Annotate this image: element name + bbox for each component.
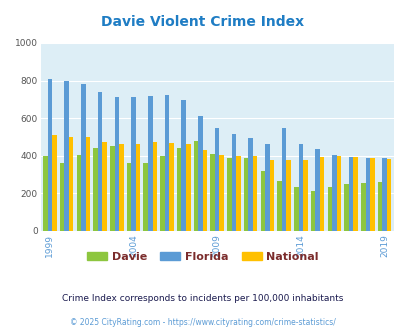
Bar (360, 183, 365, 231)
Bar (319, 157, 324, 231)
Bar (181, 100, 185, 231)
Bar (260, 171, 264, 231)
Bar (143, 163, 148, 231)
Bar (164, 95, 169, 231)
Bar (277, 181, 281, 231)
Bar (286, 159, 290, 231)
Bar (365, 158, 369, 231)
Text: Crime Index corresponds to incidents per 100,000 inhabitants: Crime Index corresponds to incidents per… (62, 294, 343, 303)
Bar (148, 96, 152, 231)
Bar (343, 184, 348, 231)
Bar (293, 187, 298, 231)
Bar (214, 128, 219, 231)
Bar (315, 149, 319, 231)
Bar (152, 142, 157, 231)
Bar (185, 145, 190, 231)
Bar (98, 92, 102, 231)
Bar (76, 155, 81, 231)
Bar (93, 148, 98, 231)
Legend: Davie, Florida, National: Davie, Florida, National (83, 248, 322, 267)
Bar (327, 187, 331, 231)
Bar (177, 148, 181, 231)
Bar (102, 142, 107, 231)
Bar (210, 154, 214, 231)
Bar (227, 158, 231, 231)
Bar (386, 159, 390, 231)
Bar (348, 157, 352, 231)
Bar (126, 163, 131, 231)
Bar (243, 158, 248, 231)
Bar (64, 81, 68, 231)
Bar (336, 156, 340, 231)
Text: © 2025 CityRating.com - https://www.cityrating.com/crime-statistics/: © 2025 CityRating.com - https://www.city… (70, 318, 335, 327)
Bar (43, 156, 47, 231)
Bar (114, 96, 119, 231)
Bar (352, 157, 357, 231)
Bar (60, 163, 64, 231)
Bar (252, 156, 257, 231)
Bar (377, 182, 382, 231)
Bar (110, 147, 114, 231)
Bar (310, 190, 315, 231)
Bar (269, 160, 273, 231)
Bar (160, 156, 164, 231)
Bar (369, 158, 374, 231)
Text: Davie Violent Crime Index: Davie Violent Crime Index (101, 15, 304, 29)
Bar (331, 155, 336, 231)
Bar (382, 158, 386, 231)
Bar (131, 96, 135, 231)
Bar (198, 116, 202, 231)
Bar (248, 138, 252, 231)
Bar (52, 135, 56, 231)
Bar (47, 79, 52, 231)
Bar (202, 150, 207, 231)
Bar (281, 128, 286, 231)
Bar (231, 134, 236, 231)
Bar (169, 143, 173, 231)
Bar (236, 156, 240, 231)
Bar (193, 141, 198, 231)
Bar (303, 160, 307, 231)
Bar (81, 84, 85, 231)
Bar (219, 155, 224, 231)
Bar (119, 144, 123, 231)
Bar (68, 137, 73, 231)
Bar (85, 137, 90, 231)
Bar (264, 145, 269, 231)
Bar (298, 144, 303, 231)
Bar (135, 144, 140, 231)
